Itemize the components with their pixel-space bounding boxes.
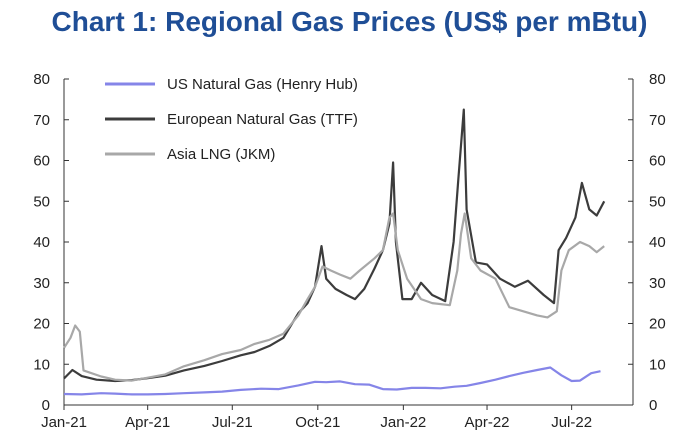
y-tick-label-left: 40: [33, 234, 50, 251]
x-tick-label: Apr-21: [125, 414, 170, 431]
y-tick-label-left: 0: [42, 397, 50, 414]
legend-label-2: Asia LNG (JKM): [167, 146, 275, 163]
y-tick-label-right: 20: [649, 316, 666, 333]
series-line-0: [63, 366, 601, 396]
y-tick-label-left: 20: [33, 316, 50, 333]
y-tick-label-right: 40: [649, 234, 666, 251]
y-tick-label-left: 30: [33, 275, 50, 292]
x-tick-label: Apr-22: [465, 414, 510, 431]
x-tick-label: Oct-21: [295, 414, 340, 431]
y-tick-label-left: 50: [33, 193, 50, 210]
y-tick-label-right: 30: [649, 275, 666, 292]
y-tick-label-left: 60: [33, 153, 50, 170]
y-tick-label-right: 50: [649, 193, 666, 210]
y-tick-label-right: 80: [649, 71, 666, 88]
x-tick-label: Jan-22: [380, 414, 426, 431]
y-tick-label-left: 80: [33, 71, 50, 88]
y-tick-label-right: 0: [649, 397, 657, 414]
legend-label-1: European Natural Gas (TTF): [167, 111, 358, 128]
legend-label-0: US Natural Gas (Henry Hub): [167, 76, 358, 93]
chart-title: Chart 1: Regional Gas Prices (US$ per mB…: [51, 6, 648, 37]
series-line-2: [63, 212, 605, 382]
y-tick-label-right: 60: [649, 153, 666, 170]
y-tick-label-left: 70: [33, 112, 50, 129]
y-tick-label-right: 70: [649, 112, 666, 129]
x-tick-label: Jul-21: [212, 414, 253, 431]
y-tick-label-left: 10: [33, 356, 50, 373]
series-line-1: [63, 108, 606, 383]
x-tick-label: Jan-21: [41, 414, 87, 431]
y-tick-label-right: 10: [649, 356, 666, 373]
x-tick-label: Jul-22: [551, 414, 592, 431]
